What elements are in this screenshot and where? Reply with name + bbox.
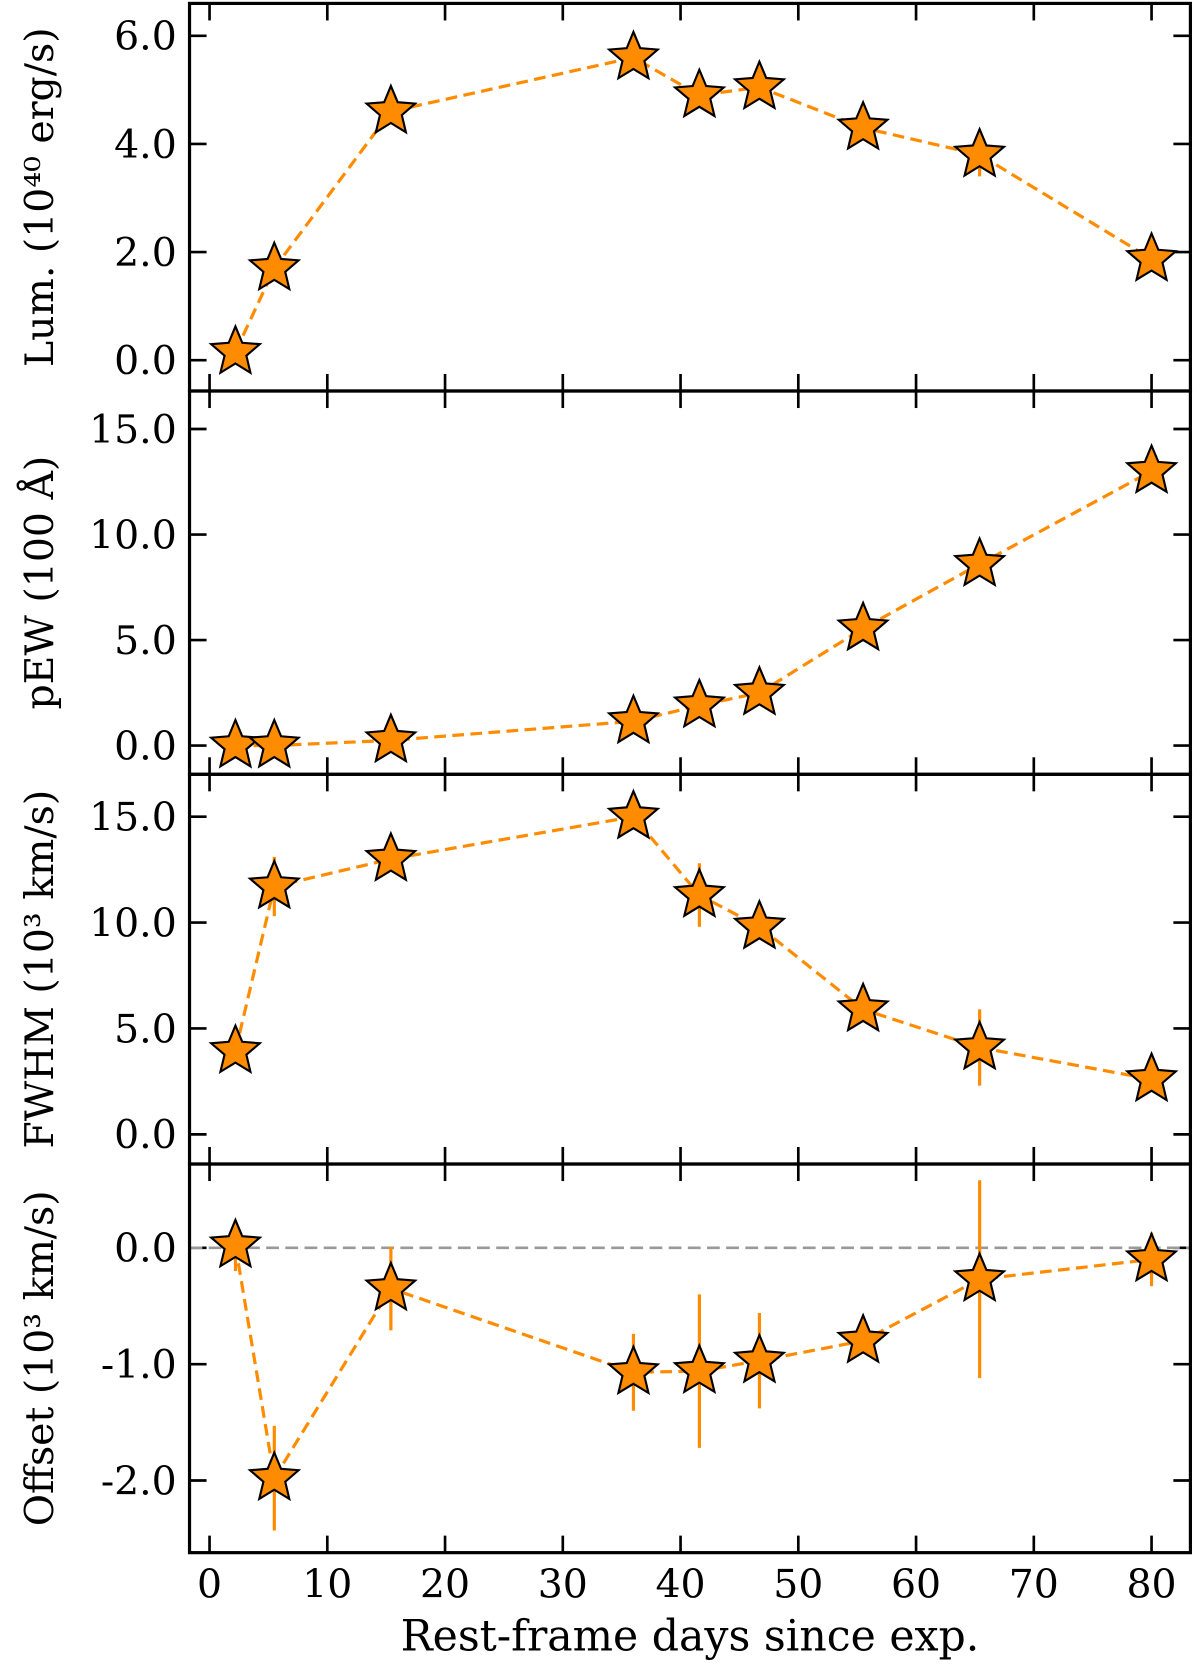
y-tick-label: 5.0 <box>114 1006 177 1052</box>
y-tick-label: 6.0 <box>114 14 177 60</box>
star-marker <box>606 29 661 81</box>
star-marker <box>836 600 891 652</box>
x-tick-label: 80 <box>1127 1561 1177 1607</box>
y-tick-label: 15.0 <box>89 407 177 453</box>
star-marker <box>1124 1231 1179 1283</box>
star-marker <box>952 1019 1007 1071</box>
y-axis-label: Offset (10³ km/s) <box>17 1190 63 1526</box>
y-tick-label: 10.0 <box>89 900 177 946</box>
x-tick-label: 10 <box>302 1561 352 1607</box>
y-axis-label: pEW (100 Å) <box>16 456 63 710</box>
axes-frame <box>187 1 1193 393</box>
y-tick-label: 4.0 <box>114 122 177 168</box>
star-marker <box>1124 1050 1179 1103</box>
star-marker <box>672 1342 727 1395</box>
y-tick-label: 10.0 <box>89 512 177 558</box>
star-marker <box>208 1217 263 1269</box>
star-marker <box>732 58 787 111</box>
x-tick-label: 20 <box>420 1561 470 1607</box>
star-marker <box>672 866 727 918</box>
star-marker <box>247 717 302 769</box>
x-tick-label: 40 <box>655 1561 705 1607</box>
star-marker <box>247 858 302 910</box>
x-tick-label: 30 <box>538 1561 588 1607</box>
star-marker <box>363 83 418 135</box>
star-marker <box>732 1332 787 1384</box>
y-tick-label: 0.0 <box>114 1226 177 1272</box>
y-tick-label: 2.0 <box>114 230 177 276</box>
star-marker <box>363 1260 418 1312</box>
star-marker <box>672 66 727 119</box>
star-marker <box>1124 442 1179 495</box>
y-tick-label: 15.0 <box>89 795 177 841</box>
star-marker <box>606 788 661 840</box>
y-tick-label: -2.0 <box>101 1458 177 1504</box>
star-marker <box>606 1343 661 1396</box>
star-marker <box>732 664 787 716</box>
star-marker <box>208 1022 263 1075</box>
y-axis-label: FWHM (10³ km/s) <box>17 790 63 1149</box>
x-tick-label: 60 <box>891 1561 941 1607</box>
star-marker <box>952 1250 1007 1303</box>
axes-frame <box>187 1162 1193 1555</box>
x-axis-label: Rest-frame days since exp. <box>401 1612 980 1662</box>
star-marker <box>952 126 1007 178</box>
data-line <box>235 469 1153 748</box>
star-marker <box>836 1312 891 1364</box>
x-tick-label: 70 <box>1009 1561 1059 1607</box>
y-tick-label: 5.0 <box>114 618 177 664</box>
y-axis-label: Lum. (10⁴⁰ erg/s) <box>17 27 63 367</box>
y-tick-label: -1.0 <box>101 1342 177 1388</box>
star-marker <box>1124 230 1179 282</box>
star-marker <box>363 830 418 882</box>
star-marker <box>247 1449 302 1502</box>
star-marker <box>672 677 727 729</box>
axes-frame <box>187 772 1193 1166</box>
x-tick-label: 0 <box>197 1561 222 1607</box>
star-marker <box>606 692 661 745</box>
star-marker <box>208 323 263 376</box>
star-marker <box>836 99 891 151</box>
star-marker <box>732 898 787 950</box>
y-tick-label: 0.0 <box>114 1112 177 1158</box>
star-marker <box>952 535 1007 588</box>
x-tick-label: 50 <box>773 1561 823 1607</box>
y-tick-label: 0.0 <box>114 338 177 384</box>
y-tick-label: 0.0 <box>114 723 177 769</box>
star-marker <box>247 240 302 292</box>
star-marker <box>208 717 263 769</box>
star-marker <box>836 981 891 1033</box>
star-marker <box>363 712 418 764</box>
